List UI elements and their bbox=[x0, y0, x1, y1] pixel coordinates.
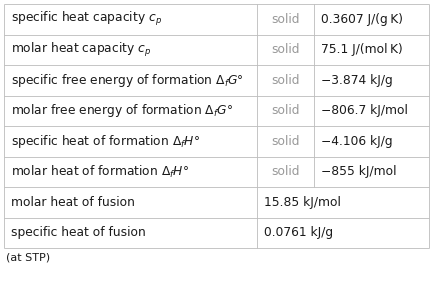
Text: 0.0761 kJ/g: 0.0761 kJ/g bbox=[264, 226, 333, 239]
Text: molar free energy of formation $\Delta_f G°$: molar free energy of formation $\Delta_f… bbox=[11, 102, 233, 119]
Text: specific heat capacity $c_p$: specific heat capacity $c_p$ bbox=[11, 10, 162, 28]
Text: 75.1 J/(mol K): 75.1 J/(mol K) bbox=[321, 43, 403, 56]
Text: solid: solid bbox=[271, 43, 300, 56]
Text: 15.85 kJ/mol: 15.85 kJ/mol bbox=[264, 196, 341, 209]
Text: solid: solid bbox=[271, 13, 300, 26]
Text: molar heat of formation $\Delta_f H°$: molar heat of formation $\Delta_f H°$ bbox=[11, 164, 189, 180]
Text: solid: solid bbox=[271, 165, 300, 178]
Text: specific heat of fusion: specific heat of fusion bbox=[11, 226, 146, 239]
Text: solid: solid bbox=[271, 74, 300, 87]
Text: −3.874 kJ/g: −3.874 kJ/g bbox=[321, 74, 393, 87]
Text: 0.3607 J/(g K): 0.3607 J/(g K) bbox=[321, 13, 403, 26]
Text: specific heat of formation $\Delta_f H°$: specific heat of formation $\Delta_f H°$ bbox=[11, 133, 200, 150]
Text: molar heat of fusion: molar heat of fusion bbox=[11, 196, 135, 209]
Text: −4.106 kJ/g: −4.106 kJ/g bbox=[321, 135, 393, 148]
Text: −806.7 kJ/mol: −806.7 kJ/mol bbox=[321, 104, 408, 117]
Text: solid: solid bbox=[271, 135, 300, 148]
Text: molar heat capacity $c_p$: molar heat capacity $c_p$ bbox=[11, 41, 151, 59]
Text: specific free energy of formation $\Delta_f G°$: specific free energy of formation $\Delt… bbox=[11, 72, 244, 89]
Text: −855 kJ/mol: −855 kJ/mol bbox=[321, 165, 397, 178]
Text: solid: solid bbox=[271, 104, 300, 117]
Text: (at STP): (at STP) bbox=[6, 252, 50, 262]
